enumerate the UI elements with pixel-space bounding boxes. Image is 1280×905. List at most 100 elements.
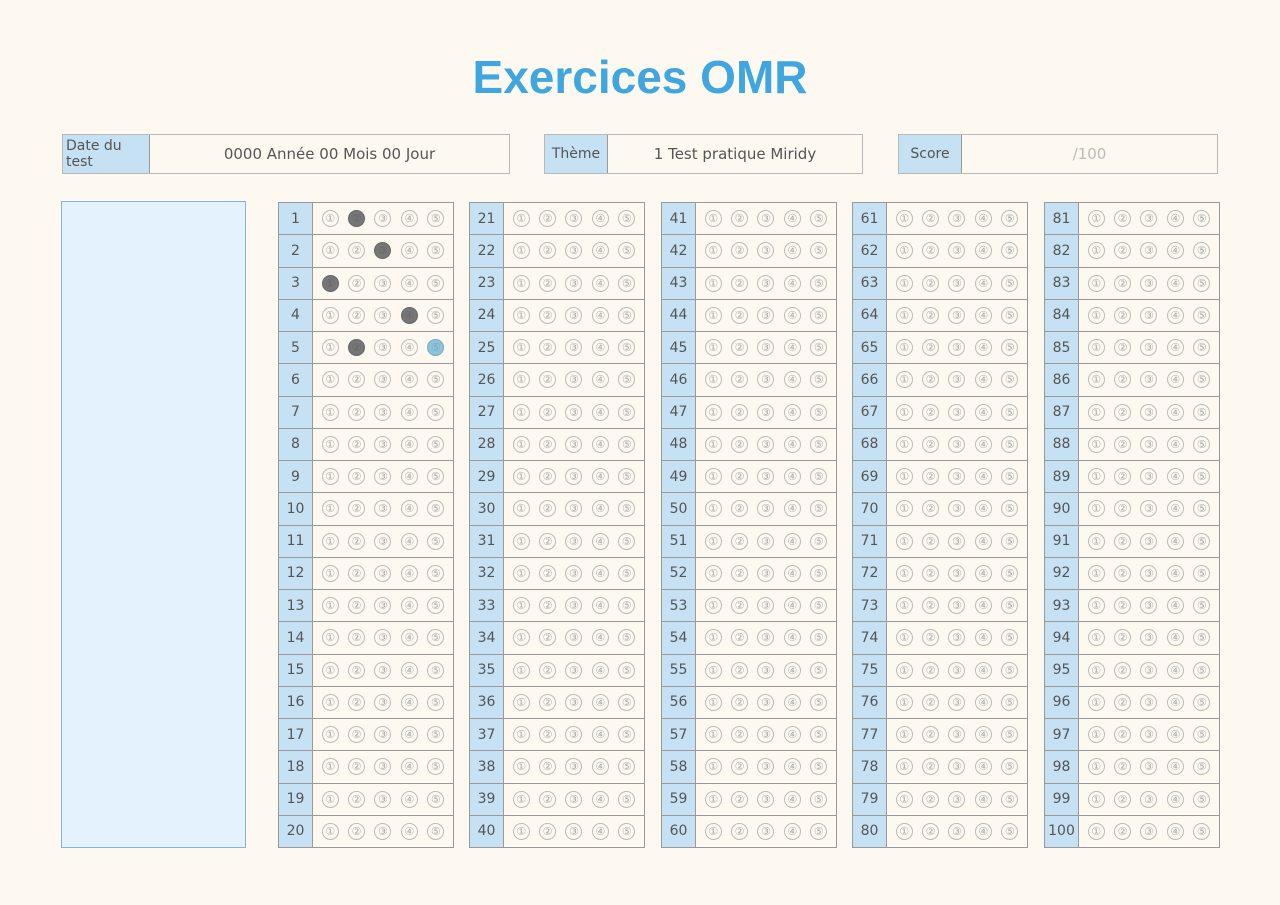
answer-bubble-1[interactable]: ① — [704, 790, 722, 808]
answer-bubble-3[interactable]: ③ — [757, 597, 775, 615]
answer-bubble-4[interactable]: ④ — [591, 790, 609, 808]
answer-bubble-1[interactable]: ① — [512, 629, 530, 647]
answer-bubble-3[interactable]: ③ — [948, 758, 966, 776]
answer-bubble-1[interactable]: ① — [512, 693, 530, 711]
answer-bubble-2[interactable]: ② — [1114, 435, 1132, 453]
answer-bubble-5[interactable]: ⑤ — [1193, 790, 1211, 808]
answer-bubble-4[interactable]: ④ — [974, 758, 992, 776]
answer-bubble-5[interactable]: ⑤ — [1193, 500, 1211, 518]
answer-bubble-4[interactable]: ④ — [783, 629, 801, 647]
answer-bubble-1[interactable]: ① — [704, 403, 722, 421]
answer-bubble-3[interactable]: ③ — [565, 726, 583, 744]
answer-bubble-3[interactable]: ③ — [757, 629, 775, 647]
answer-bubble-3[interactable]: ③ — [948, 822, 966, 840]
answer-bubble-3[interactable]: ③ — [565, 500, 583, 518]
answer-bubble-4[interactable]: ④ — [1166, 693, 1184, 711]
answer-bubble-4[interactable]: ④ — [591, 274, 609, 292]
answer-bubble-2[interactable]: ② — [539, 564, 557, 582]
answer-bubble-5[interactable]: ⑤ — [1193, 532, 1211, 550]
answer-bubble-1[interactable]: ① — [704, 500, 722, 518]
answer-bubble-1[interactable]: ① — [1087, 242, 1105, 260]
answer-bubble-4[interactable]: ④ — [400, 597, 418, 615]
answer-bubble-2[interactable]: ② — [348, 726, 366, 744]
answer-bubble-3[interactable]: ③ — [1140, 242, 1158, 260]
answer-bubble-2[interactable]: ② — [348, 661, 366, 679]
answer-bubble-3[interactable]: ③ — [374, 758, 392, 776]
answer-bubble-4[interactable]: ④ — [591, 242, 609, 260]
answer-bubble-5[interactable]: ⑤ — [810, 274, 828, 292]
answer-bubble-4[interactable]: ④ — [974, 500, 992, 518]
answer-bubble-1[interactable]: ① — [895, 210, 913, 228]
answer-bubble-5[interactable]: ⑤ — [810, 790, 828, 808]
answer-bubble-5[interactable]: ⑤ — [1001, 210, 1019, 228]
answer-bubble-1[interactable]: ① — [1087, 339, 1105, 357]
answer-bubble-2[interactable]: ② — [1114, 629, 1132, 647]
answer-bubble-2[interactable]: ② — [731, 210, 749, 228]
answer-bubble-5[interactable]: ⑤ — [427, 693, 445, 711]
answer-bubble-3[interactable]: ③ — [374, 242, 392, 260]
answer-bubble-2[interactable]: ② — [348, 500, 366, 518]
answer-bubble-2[interactable]: ② — [922, 339, 940, 357]
answer-bubble-5[interactable]: ⑤ — [427, 468, 445, 486]
answer-bubble-1[interactable]: ① — [512, 500, 530, 518]
answer-bubble-5[interactable]: ⑤ — [810, 435, 828, 453]
answer-bubble-4[interactable]: ④ — [1166, 758, 1184, 776]
answer-bubble-3[interactable]: ③ — [757, 468, 775, 486]
answer-bubble-3[interactable]: ③ — [1140, 661, 1158, 679]
answer-bubble-3[interactable]: ③ — [565, 790, 583, 808]
answer-bubble-1[interactable]: ① — [512, 210, 530, 228]
answer-bubble-3[interactable]: ③ — [565, 661, 583, 679]
answer-bubble-2[interactable]: ② — [731, 693, 749, 711]
answer-bubble-1[interactable]: ① — [704, 532, 722, 550]
answer-bubble-4[interactable]: ④ — [591, 435, 609, 453]
answer-bubble-1[interactable]: ① — [1087, 693, 1105, 711]
answer-bubble-3[interactable]: ③ — [565, 468, 583, 486]
answer-bubble-1[interactable]: ① — [704, 468, 722, 486]
answer-bubble-5[interactable]: ⑤ — [618, 661, 636, 679]
answer-bubble-5[interactable]: ⑤ — [1001, 339, 1019, 357]
answer-bubble-4[interactable]: ④ — [1166, 371, 1184, 389]
answer-bubble-1[interactable]: ① — [512, 822, 530, 840]
answer-bubble-5[interactable]: ⑤ — [427, 403, 445, 421]
answer-bubble-5[interactable]: ⑤ — [427, 726, 445, 744]
answer-bubble-5[interactable]: ⑤ — [427, 629, 445, 647]
answer-bubble-1[interactable]: ① — [512, 532, 530, 550]
answer-bubble-3[interactable]: ③ — [565, 371, 583, 389]
answer-bubble-2[interactable]: ② — [1114, 564, 1132, 582]
theme-value[interactable]: 1 Test pratique Miridy — [653, 145, 817, 163]
answer-bubble-4[interactable]: ④ — [1166, 597, 1184, 615]
answer-bubble-3[interactable]: ③ — [948, 500, 966, 518]
answer-bubble-4[interactable]: ④ — [974, 532, 992, 550]
answer-bubble-4[interactable]: ④ — [1166, 403, 1184, 421]
answer-bubble-5[interactable]: ⑤ — [427, 822, 445, 840]
answer-bubble-1[interactable]: ① — [704, 210, 722, 228]
answer-bubble-2[interactable]: ② — [539, 210, 557, 228]
answer-bubble-1[interactable]: ① — [1087, 435, 1105, 453]
answer-bubble-5[interactable]: ⑤ — [1001, 532, 1019, 550]
answer-bubble-1[interactable]: ① — [512, 758, 530, 776]
answer-bubble-4[interactable]: ④ — [783, 758, 801, 776]
answer-bubble-3[interactable]: ③ — [374, 274, 392, 292]
answer-bubble-4[interactable]: ④ — [400, 306, 418, 324]
answer-bubble-2[interactable]: ② — [539, 371, 557, 389]
answer-bubble-1[interactable]: ① — [895, 403, 913, 421]
answer-bubble-2[interactable]: ② — [539, 242, 557, 260]
answer-bubble-3[interactable]: ③ — [1140, 629, 1158, 647]
answer-bubble-2[interactable]: ② — [731, 597, 749, 615]
answer-bubble-2[interactable]: ② — [922, 403, 940, 421]
answer-bubble-3[interactable]: ③ — [948, 597, 966, 615]
answer-bubble-5[interactable]: ⑤ — [810, 468, 828, 486]
answer-bubble-1[interactable]: ① — [895, 661, 913, 679]
answer-bubble-4[interactable]: ④ — [1166, 339, 1184, 357]
answer-bubble-1[interactable]: ① — [321, 210, 339, 228]
answer-bubble-4[interactable]: ④ — [400, 532, 418, 550]
answer-bubble-2[interactable]: ② — [922, 274, 940, 292]
answer-bubble-3[interactable]: ③ — [374, 597, 392, 615]
answer-bubble-3[interactable]: ③ — [757, 435, 775, 453]
answer-bubble-2[interactable]: ② — [922, 306, 940, 324]
answer-bubble-5[interactable]: ⑤ — [618, 758, 636, 776]
answer-bubble-4[interactable]: ④ — [400, 371, 418, 389]
answer-bubble-2[interactable]: ② — [348, 274, 366, 292]
answer-bubble-2[interactable]: ② — [731, 500, 749, 518]
answer-bubble-5[interactable]: ⑤ — [1001, 661, 1019, 679]
